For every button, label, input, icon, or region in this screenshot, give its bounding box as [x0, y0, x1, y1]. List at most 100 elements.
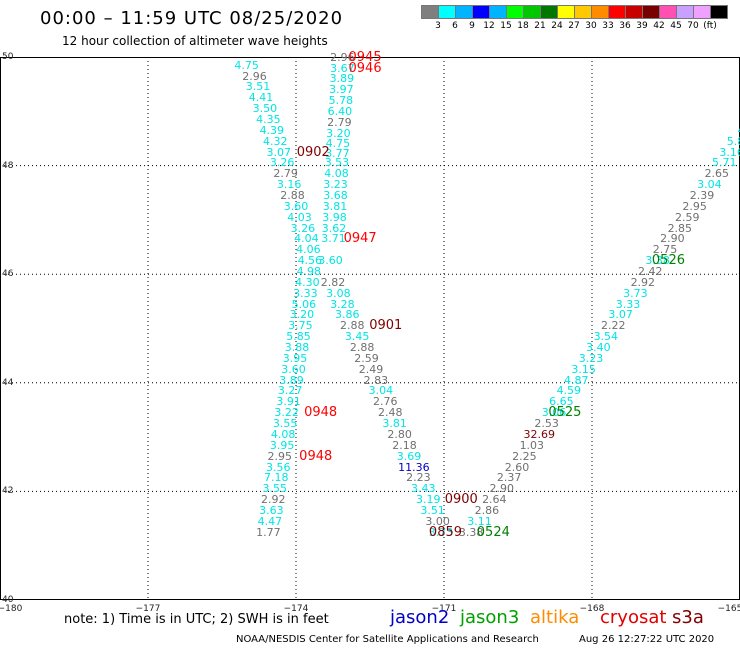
color-scale-cell [625, 5, 643, 19]
wave-height-value: 3.26 [290, 221, 316, 235]
pass-time-label: 0526 [651, 253, 685, 269]
latitude-tick-label: 40 [2, 595, 14, 605]
wave-height-value: 3.77 [325, 147, 350, 161]
color-scale-cell [659, 5, 677, 19]
wave-height-value: 2.48 [377, 406, 403, 420]
color-scale-cell [438, 5, 456, 19]
latitude-tick-label: 44 [2, 377, 14, 388]
wave-height-value: 2.83 [363, 373, 389, 387]
legend-jason2: jason2 [390, 607, 450, 628]
wave-height-value: 3.51 [245, 80, 271, 94]
wave-height-value: 3.33 [615, 297, 641, 311]
color-scale-label: 24 [551, 21, 563, 31]
color-scale-cell [489, 5, 507, 19]
color-scale-cell [557, 5, 575, 19]
longitude-tick-label: −168 [579, 604, 605, 614]
color-scale-cell [421, 5, 439, 19]
wave-height-value: 2.88 [339, 319, 365, 333]
color-scale-label: 70 [687, 21, 699, 31]
wave-height-value: 3.16 [719, 145, 740, 159]
wave-height-value: 2.53 [534, 417, 559, 431]
wave-height-value: 2.75 [652, 243, 678, 257]
wave-height-value: 4.41 [248, 91, 274, 105]
wave-height-value: 3.86 [335, 308, 360, 322]
wave-height-value: 2.96 [242, 70, 267, 84]
color-scale-label: 27 [568, 21, 580, 31]
longitude-tick-label: −174 [283, 604, 309, 614]
longitude-tick-label: −171 [431, 604, 457, 614]
wave-height-value: 3.04 [697, 178, 722, 192]
wave-height-value: 4.04 [294, 232, 319, 246]
wave-height-value: 4.75 [234, 58, 259, 72]
color-scale-labels: 3 6 9 12 15 18 21 24 27 30 33 36 39 42 45 70 (ft) [421, 21, 740, 33]
color-scale-cell [523, 5, 541, 19]
color-scale-label: 45 [670, 21, 682, 31]
wave-height-value: 2.59 [354, 351, 379, 365]
wave-height-value: 2.95 [682, 199, 707, 213]
generated-timestamp: Aug 26 12:27:22 UTC 2020 [579, 634, 715, 645]
wave-height-value: 4.08 [270, 427, 296, 441]
wave-height-value: 3.07 [266, 145, 291, 159]
color-scale-label: 30 [585, 21, 597, 31]
wave-height-value: 2.79 [327, 115, 352, 129]
wave-height-value: 2.90 [660, 232, 685, 246]
color-scale-label: (ft) [703, 21, 717, 31]
wave-height-value: 3.20 [289, 308, 315, 322]
wave-height-value: 3.88 [284, 341, 310, 355]
pass-time-label: 0525 [548, 405, 582, 421]
wave-height-value: 3.06 [541, 406, 567, 420]
wave-height-value: 32.69 [523, 427, 555, 441]
color-scale-cell [540, 5, 558, 19]
wave-height-value: 3.40 [586, 341, 611, 355]
wave-height-value: 4.2 [738, 124, 740, 137]
wave-height-value: 5.06 [291, 297, 317, 311]
wave-height-value: 4.06 [296, 243, 321, 257]
pass-time-label: 0945 [348, 50, 382, 66]
wave-height-value: 3.11 [467, 514, 492, 528]
wave-height-value: 3.20 [326, 126, 351, 140]
wave-height-value: 3.23 [323, 178, 348, 192]
wave-height-value: 3.19 [415, 493, 441, 507]
color-scale-label: 15 [500, 21, 512, 31]
color-scale-cell [574, 5, 592, 19]
wave-height-value: 3.71 [321, 232, 346, 246]
wave-height-value: 5.83 [726, 134, 740, 148]
wave-height-value: 2.88 [349, 341, 375, 355]
page-title: 00:00 – 11:59 UTC 08/25/2020 [40, 8, 344, 29]
pass-time-label: 0902 [296, 144, 330, 160]
wave-height-value: 3.53 [324, 156, 350, 170]
wave-height-value: 4.75 [325, 137, 351, 151]
wave-height-value: 3.50 [252, 102, 278, 116]
wave-height-value: 2.49 [358, 362, 384, 376]
wave-height-value: 2.88 [280, 189, 305, 202]
color-scale-label: 18 [517, 21, 529, 31]
color-scale-cell [472, 5, 490, 19]
wave-height-value: 5.85 [286, 330, 311, 344]
wave-height-value: 2.22 [600, 319, 626, 333]
wave-height-value: 2.64 [482, 493, 507, 507]
wave-height-value: 3.75 [288, 319, 313, 333]
color-scale-label: 39 [636, 21, 648, 31]
wave-height-value: 3.62 [321, 221, 347, 235]
wave-height-value: 3.38 [645, 254, 670, 268]
pass-time-label: 0859 [428, 524, 463, 540]
wave-height-value: 3.81 [382, 417, 407, 431]
wave-height-value: 2.42 [637, 265, 663, 279]
wave-height-value: 3.69 [396, 449, 422, 463]
wave-height-value: 3.89 [279, 373, 304, 387]
wave-height-value: 2.65 [704, 167, 730, 181]
wave-height-value: 3.68 [323, 189, 348, 202]
color-scale-label: 36 [619, 21, 631, 31]
pass-time-label: 0947 [343, 231, 377, 247]
wave-height-value: 3.95 [269, 438, 295, 452]
wave-height-value: 3.60 [281, 362, 306, 376]
wave-height-value: 4.47 [257, 514, 283, 528]
credit-line: NOAA/NESDIS Center for Satellite Applica… [236, 634, 539, 645]
pass-time-label: 0948 [299, 448, 333, 464]
longitude-tick-label: −165 [717, 604, 740, 614]
latitude-tick-label: 46 [2, 269, 14, 280]
wave-height-value: 4.08 [324, 167, 349, 181]
wave-height-value: 3.54 [593, 330, 619, 344]
wave-height-value: 4.39 [259, 123, 285, 137]
wave-height-value: 3.28 [330, 297, 355, 311]
